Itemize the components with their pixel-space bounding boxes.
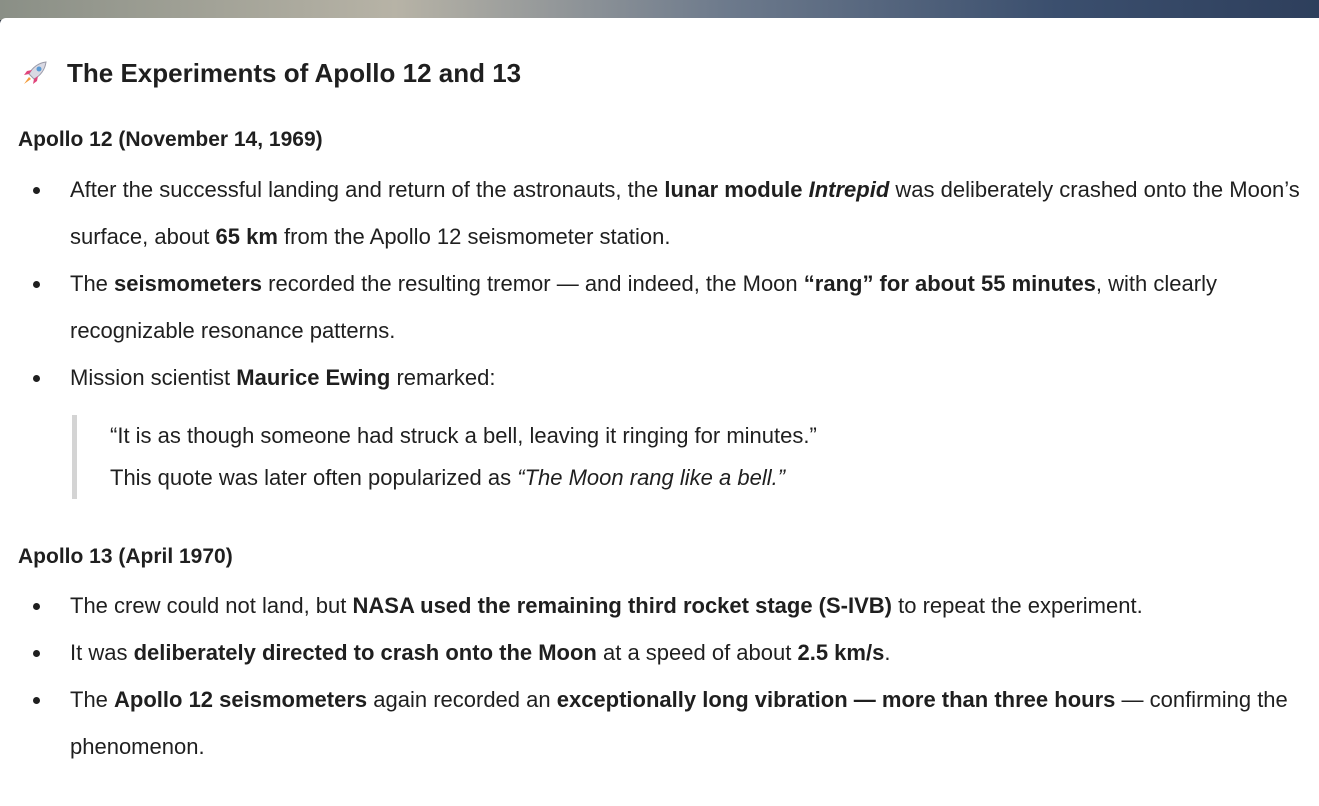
text-run: 65 km	[216, 224, 278, 249]
bullet-item: The crew could not land, but NASA used t…	[0, 582, 1300, 629]
text-run: .	[884, 640, 890, 665]
bullet-item: The seismometers recorded the resulting …	[0, 260, 1300, 354]
text-run: “It is as though someone had struck a be…	[110, 423, 817, 448]
quote-line: This quote was later often popularized a…	[110, 457, 1300, 499]
text-run: Intrepid	[809, 177, 890, 202]
text-run: recorded the resulting tremor — and inde…	[262, 271, 804, 296]
text-run: This quote was later often popularized a…	[110, 465, 517, 490]
text-run: After the successful landing and return …	[70, 177, 664, 202]
title: The Experiments of Apollo 12 and 13	[67, 56, 521, 90]
text-run: exceptionally long vibration — more than…	[557, 687, 1116, 712]
bullet-item: It was deliberately directed to crash on…	[0, 629, 1300, 676]
text-run: The	[70, 687, 114, 712]
text-run: It was	[70, 640, 134, 665]
page: The Experiments of Apollo 12 and 13 Apol…	[0, 0, 1319, 806]
text-run: from the Apollo 12 seismometer station.	[278, 224, 671, 249]
bullet-item: The Apollo 12 seismometers again recorde…	[0, 676, 1300, 770]
text-run: seismometers	[114, 271, 262, 296]
text-run: “rang” for about 55 minutes	[804, 271, 1096, 296]
text-run: at a speed of about	[597, 640, 798, 665]
bullet-list: After the successful landing and return …	[0, 166, 1300, 513]
bullet-item: Mission scientist Maurice Ewing remarked…	[0, 354, 1300, 499]
message-panel: The Experiments of Apollo 12 and 13 Apol…	[0, 18, 1319, 806]
text-run: lunar module	[664, 177, 808, 202]
text-run: Apollo 12 seismometers	[114, 687, 367, 712]
section-heading: Apollo 13 (April 1970)	[18, 543, 233, 571]
text-run: Mission scientist	[70, 365, 236, 390]
text-run: again recorded an	[367, 687, 557, 712]
text-run: 2.5 km/s	[797, 640, 884, 665]
blockquote: “It is as though someone had struck a be…	[72, 415, 1300, 499]
text-run: to repeat the experiment.	[892, 593, 1143, 618]
text-run: Maurice Ewing	[236, 365, 390, 390]
text-run: remarked:	[390, 365, 495, 390]
text-run: NASA used the remaining third rocket sta…	[353, 593, 893, 618]
section-heading: Apollo 12 (November 14, 1969)	[18, 126, 323, 154]
bullet-list: The crew could not land, but NASA used t…	[0, 582, 1300, 770]
text-run: The crew could not land, but	[70, 593, 353, 618]
bullet-item: After the successful landing and return …	[0, 166, 1300, 260]
text-run: “The Moon rang like a bell.”	[517, 465, 785, 490]
text-run: The	[70, 271, 114, 296]
background-photo	[0, 0, 1319, 20]
text-run: deliberately directed to crash onto the …	[134, 640, 597, 665]
quote-line: “It is as though someone had struck a be…	[110, 415, 1300, 457]
rocket-icon	[20, 60, 50, 88]
